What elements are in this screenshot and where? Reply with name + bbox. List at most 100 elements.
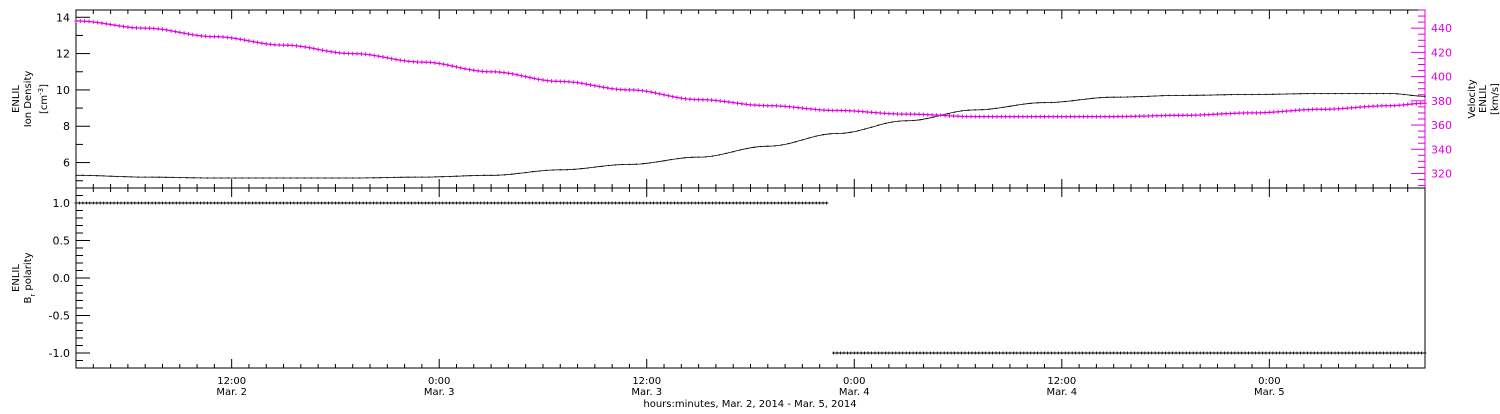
velocity-point (1211, 112, 1216, 117)
polarity-point (216, 201, 220, 205)
polarity-point (1375, 351, 1379, 355)
density-point (116, 175, 119, 178)
x-axis-title: hours:minutes, Mar. 2, 2014 - Mar. 5, 20… (643, 399, 856, 410)
top-right-tick-label: 440 (1431, 22, 1452, 35)
polarity-point (506, 201, 510, 205)
polarity-point (1357, 351, 1361, 355)
polarity-point (448, 201, 452, 205)
polarity-point (849, 351, 853, 355)
polarity-point (711, 201, 714, 205)
velocity-point (1007, 114, 1012, 119)
velocity-point (1392, 103, 1397, 108)
polarity-point (261, 201, 265, 205)
polarity-point (147, 201, 151, 205)
polarity-point (707, 201, 711, 205)
density-point (1016, 104, 1018, 106)
density-point (677, 158, 679, 160)
velocity-point (117, 23, 122, 28)
velocity-point (791, 105, 796, 110)
velocity-point (91, 20, 96, 24)
polarity-point (1049, 351, 1053, 355)
polarity-point (1319, 351, 1323, 355)
velocity-point (869, 110, 874, 115)
velocity-point (1327, 107, 1332, 112)
polarity-point (489, 201, 493, 205)
velocity-point (627, 87, 632, 92)
velocity-point (765, 103, 770, 108)
polarity-point (1084, 351, 1088, 355)
density-point (130, 176, 132, 178)
right-ylabel-unit: [km/s] (1490, 83, 1500, 115)
polarity-point (254, 201, 258, 205)
polarity-point (797, 201, 801, 205)
velocity-point (839, 108, 844, 113)
density-point (538, 170, 541, 172)
velocity-point (186, 32, 191, 36)
x-tick-label-time: 12:00 (632, 376, 661, 387)
polarity-point (728, 201, 732, 205)
polarity-point (192, 201, 196, 205)
density-point (158, 176, 160, 178)
velocity-point (605, 86, 610, 90)
polarity-point (1264, 351, 1268, 355)
density-point (282, 177, 285, 179)
polarity-point (403, 201, 407, 205)
density-point (829, 133, 831, 135)
polarity-point (524, 201, 528, 205)
velocity-point (1310, 107, 1315, 112)
density-point (483, 174, 485, 176)
polarity-point (804, 201, 808, 205)
density-point (947, 113, 949, 115)
polarity-point (257, 201, 261, 205)
density-point (345, 177, 347, 179)
velocity-point (1388, 103, 1393, 108)
polarity-point (866, 351, 870, 355)
density-point (469, 175, 471, 177)
density-point (1410, 94, 1412, 96)
density-point (123, 176, 125, 178)
density-point (919, 119, 921, 121)
polarity-point (244, 201, 247, 205)
velocity-point (182, 31, 187, 36)
top-ylabel-unit: [cm-3] (37, 84, 50, 114)
polarity-point (1160, 351, 1164, 355)
density-point (815, 135, 817, 137)
density-point (871, 126, 873, 128)
velocity-point (964, 114, 969, 119)
density-point (725, 152, 727, 154)
density-point (1182, 94, 1184, 96)
polarity-point (482, 201, 486, 205)
polarity-point (1281, 351, 1285, 355)
velocity-point (873, 110, 878, 115)
polarity-point (1402, 351, 1406, 355)
polarity-point (794, 201, 797, 205)
velocity-point (1423, 101, 1427, 106)
polarity-point (496, 201, 500, 205)
polarity-point (932, 351, 936, 355)
polarity-point (832, 351, 835, 355)
density-point (801, 139, 803, 141)
density-point (296, 177, 298, 179)
polarity-point (970, 351, 974, 355)
polarity-point (1285, 351, 1289, 355)
velocity-point (657, 91, 662, 96)
density-point (1299, 93, 1302, 95)
polarity-point (593, 201, 597, 205)
velocity-point (644, 89, 649, 94)
velocity-point (298, 44, 303, 49)
polarity-point (1361, 351, 1365, 355)
velocity-point (1245, 110, 1250, 115)
polarity-point (724, 201, 728, 205)
x-tick-label-date: Mar. 4 (839, 387, 870, 398)
density-point (718, 154, 720, 156)
velocity-point (938, 113, 943, 118)
polarity-point (226, 201, 230, 205)
velocity-point (320, 48, 325, 53)
polarity-point (704, 201, 707, 205)
velocity-point (1042, 114, 1047, 119)
density-point (490, 174, 492, 176)
density-point (898, 120, 900, 122)
polarity-point (1382, 351, 1385, 355)
polarity-point (998, 351, 1001, 355)
velocity-point (1232, 111, 1237, 116)
